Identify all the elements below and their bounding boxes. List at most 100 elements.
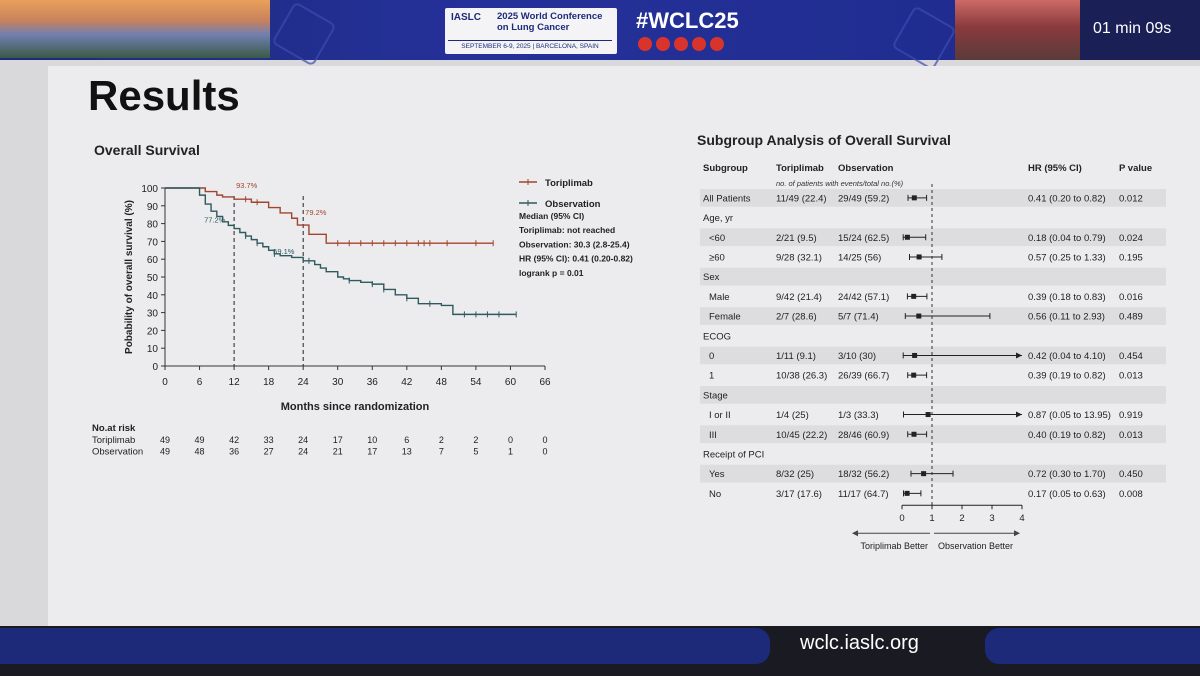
risk-table-value: 0 <box>542 447 547 457</box>
y-tick-label: 50 <box>147 273 159 284</box>
forest-x-tick-label: 0 <box>899 513 904 524</box>
forest-hr-value: 0.87 (0.05 to 13.95) <box>1028 410 1111 421</box>
forest-p-value: 0.454 <box>1119 351 1143 362</box>
countdown-timer: 01 min 09s <box>1093 20 1172 37</box>
forest-toriplimab-value: 2/21 (9.5) <box>776 233 817 244</box>
survival-label: 93.7% <box>236 181 258 190</box>
forest-row-shade <box>700 386 1166 404</box>
forest-hr-value: 0.40 (0.19 to 0.82) <box>1028 430 1106 441</box>
conference-title-line2: on Lung Cancer <box>497 22 570 33</box>
forest-x-tick-label: 3 <box>989 513 994 524</box>
y-tick-label: 40 <box>147 291 159 302</box>
x-axis-label: Months since randomization <box>281 401 430 413</box>
forest-column-header: P value <box>1119 163 1152 174</box>
forest-observation-value: 15/24 (62.5) <box>838 233 889 244</box>
survival-label: 79.2% <box>305 208 327 217</box>
forest-observation-value: 14/25 (56) <box>838 252 881 263</box>
forest-p-value: 0.195 <box>1119 252 1143 263</box>
risk-table-value: 33 <box>264 435 274 445</box>
forest-row-label: ≥60 <box>709 252 725 263</box>
forest-column-header: Observation <box>838 163 894 174</box>
forest-hr-value: 0.39 (0.19 to 0.82) <box>1028 371 1106 382</box>
forest-row-label: 1 <box>709 371 714 382</box>
x-tick-label: 18 <box>263 377 275 388</box>
forest-row-label: Stage <box>703 390 728 401</box>
forest-hr-point <box>921 471 927 477</box>
forest-toriplimab-value: 2/7 (28.6) <box>776 312 817 323</box>
forest-p-value: 0.016 <box>1119 292 1143 303</box>
forest-hr-point <box>916 313 922 319</box>
forest-row-label: Age, yr <box>703 213 733 224</box>
risk-table-label: Toriplimab <box>92 435 135 446</box>
forest-observation-value: 3/10 (30) <box>838 351 876 362</box>
wechat-icon[interactable] <box>710 37 724 51</box>
risk-table-value: 0 <box>542 435 547 445</box>
risk-table-value: 36 <box>229 447 239 457</box>
forest-row-label: 0 <box>709 351 714 362</box>
forest-toriplimab-value: 1/4 (25) <box>776 410 809 421</box>
footer-url[interactable]: wclc.iaslc.org <box>800 632 919 654</box>
forest-x-tick-label: 2 <box>959 513 964 524</box>
forest-p-value: 0.450 <box>1119 469 1143 480</box>
x-tick-label: 36 <box>367 377 379 388</box>
forest-column-header: Toriplimab <box>776 163 824 174</box>
forest-row-label: Sex <box>703 272 720 283</box>
forest-hr-point <box>911 293 917 299</box>
forest-hr-value: 0.41 (0.20 to 0.82) <box>1028 193 1106 204</box>
forest-row-label: Yes <box>709 469 725 480</box>
instagram-icon[interactable] <box>692 37 706 51</box>
risk-table-value: 13 <box>402 447 412 457</box>
forest-hr-value: 0.18 (0.04 to 0.79) <box>1028 233 1106 244</box>
conference-title: 2025 World Conference on Lung Cancer <box>497 11 613 33</box>
forest-observation-value: 5/7 (71.4) <box>838 312 879 323</box>
risk-table-value: 17 <box>367 447 377 457</box>
observation-better-arrowhead <box>1014 530 1020 537</box>
forest-observation-value: 28/46 (60.9) <box>838 430 889 441</box>
forest-hr-point <box>904 490 910 496</box>
risk-table-value: 2 <box>439 435 444 445</box>
km-curve-toriplimab <box>165 187 494 244</box>
forest-hr-point <box>925 412 931 418</box>
forest-hr-point <box>911 431 917 437</box>
stats-line: Median (95% CI) <box>519 211 584 221</box>
forest-hr-value: 0.72 (0.30 to 1.70) <box>1028 469 1106 480</box>
stats-line: HR (95% CI): 0.41 (0.20-0.82) <box>519 254 633 264</box>
risk-table-value: 49 <box>160 447 170 457</box>
slide-title: Results <box>88 72 240 119</box>
risk-table-value: 17 <box>333 435 343 445</box>
y-tick-label: 90 <box>147 202 159 213</box>
forest-row-shade <box>700 228 1166 247</box>
forest-row-label: No <box>709 489 721 500</box>
forest-observation-value: 29/49 (59.2) <box>838 193 889 204</box>
x-tick-label: 30 <box>332 377 344 388</box>
forest-toriplimab-value: 3/17 (17.6) <box>776 489 822 500</box>
slide-canvas <box>48 66 1200 626</box>
forest-p-value: 0.008 <box>1119 489 1143 500</box>
x-icon[interactable] <box>674 37 688 51</box>
forest-row-label: Receipt of PCI <box>703 449 764 460</box>
forest-p-value: 0.024 <box>1119 233 1143 244</box>
forest-hr-value: 0.56 (0.11 to 2.93) <box>1028 312 1105 323</box>
y-tick-label: 60 <box>147 255 159 266</box>
forest-x-tick-label: 1 <box>929 513 934 524</box>
risk-table-value: 0 <box>508 435 513 445</box>
facebook-icon[interactable] <box>638 37 652 51</box>
forest-toriplimab-value: 10/45 (22.2) <box>776 430 827 441</box>
forest-hr-value: 0.57 (0.25 to 1.33) <box>1028 252 1106 263</box>
forest-hr-value: 0.42 (0.04 to 4.10) <box>1028 351 1106 362</box>
y-tick-label: 30 <box>147 309 159 320</box>
forest-row-label: <60 <box>709 233 725 244</box>
forest-observation-value: 11/17 (64.7) <box>838 489 889 500</box>
forest-observation-value: 1/3 (33.3) <box>838 410 879 421</box>
y-tick-label: 10 <box>147 344 159 355</box>
risk-table-value: 49 <box>195 435 205 445</box>
risk-table-value: 2 <box>473 435 478 445</box>
forest-toriplimab-value: 8/32 (25) <box>776 469 814 480</box>
linkedin-icon[interactable] <box>656 37 670 51</box>
x-tick-label: 54 <box>470 377 482 388</box>
risk-table-value: 48 <box>195 447 205 457</box>
conference-logo: IASLC 2025 World Conference on Lung Canc… <box>445 8 617 54</box>
hashtag: #WCLC25 <box>636 8 739 33</box>
forest-subheader: no. of patients with events/total no.(%) <box>776 179 904 188</box>
